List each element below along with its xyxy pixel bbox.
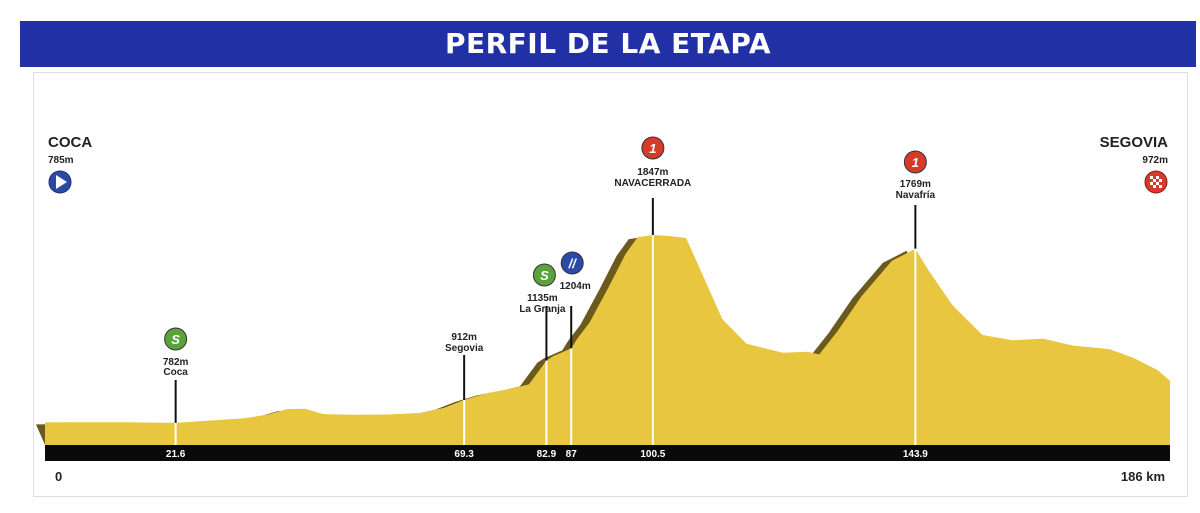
point-name-4: NAVACERRADA: [614, 178, 691, 189]
tick-labels-layer: 21.6 69.3 82.9 87 100.5 143.9: [166, 449, 928, 460]
finish-name: SEGOVIA: [1100, 134, 1169, 151]
tick-label-0: 21.6: [166, 449, 186, 460]
tick-label-1: 69.3: [454, 449, 474, 460]
checkered-flag-icon: [1144, 170, 1168, 194]
distance-axis-bar: [45, 445, 1170, 461]
axis-start-label: 0: [55, 469, 62, 484]
terrain-area: [45, 235, 1170, 445]
terrain-layer: [36, 235, 1170, 445]
sprint-icon-label: S: [171, 332, 180, 347]
point-name-0: Coca: [163, 367, 188, 378]
finish-elevation: 972m: [1142, 155, 1168, 166]
tick-label-3: 87: [566, 449, 578, 460]
sprint-icon: S: [532, 263, 556, 287]
page-title: PERFIL DE LA ETAPA: [20, 21, 1196, 67]
mountain-cat-1-icon-label: 1: [649, 141, 656, 156]
tick-label-4: 100.5: [640, 449, 665, 460]
point-elevation-1: 912m: [451, 332, 477, 343]
axis-end-label: 186 km: [1121, 469, 1165, 484]
point-elevation-5: 1769m: [900, 179, 931, 190]
point-elevation-3: 1204m: [560, 281, 591, 292]
tick-label-5: 143.9: [903, 449, 928, 460]
bonus-icon: //: [560, 251, 584, 275]
start-name: COCA: [48, 134, 92, 151]
tick-label-2: 82.9: [537, 449, 557, 460]
sprint-icon: S: [164, 327, 188, 351]
point-elevation-2: 1135m: [527, 293, 558, 304]
mountain-cat-1-icon: 1: [903, 150, 927, 174]
mountain-cat-1-icon-label: 1: [912, 155, 919, 170]
start-elevation: 785m: [48, 155, 74, 166]
point-name-2: La Granja: [519, 304, 566, 315]
mountain-cat-1-icon: 1: [641, 136, 665, 160]
point-name-1: Segovia: [445, 343, 484, 354]
marker-lines-layer: [174, 198, 917, 445]
point-elevation-0: 782m: [163, 357, 189, 368]
play-icon: [48, 170, 72, 194]
bonus-icon-label: //: [568, 256, 578, 271]
point-name-5: Navafría: [896, 190, 936, 201]
sprint-icon-label: S: [540, 268, 549, 283]
point-elevation-4: 1847m: [637, 167, 668, 178]
